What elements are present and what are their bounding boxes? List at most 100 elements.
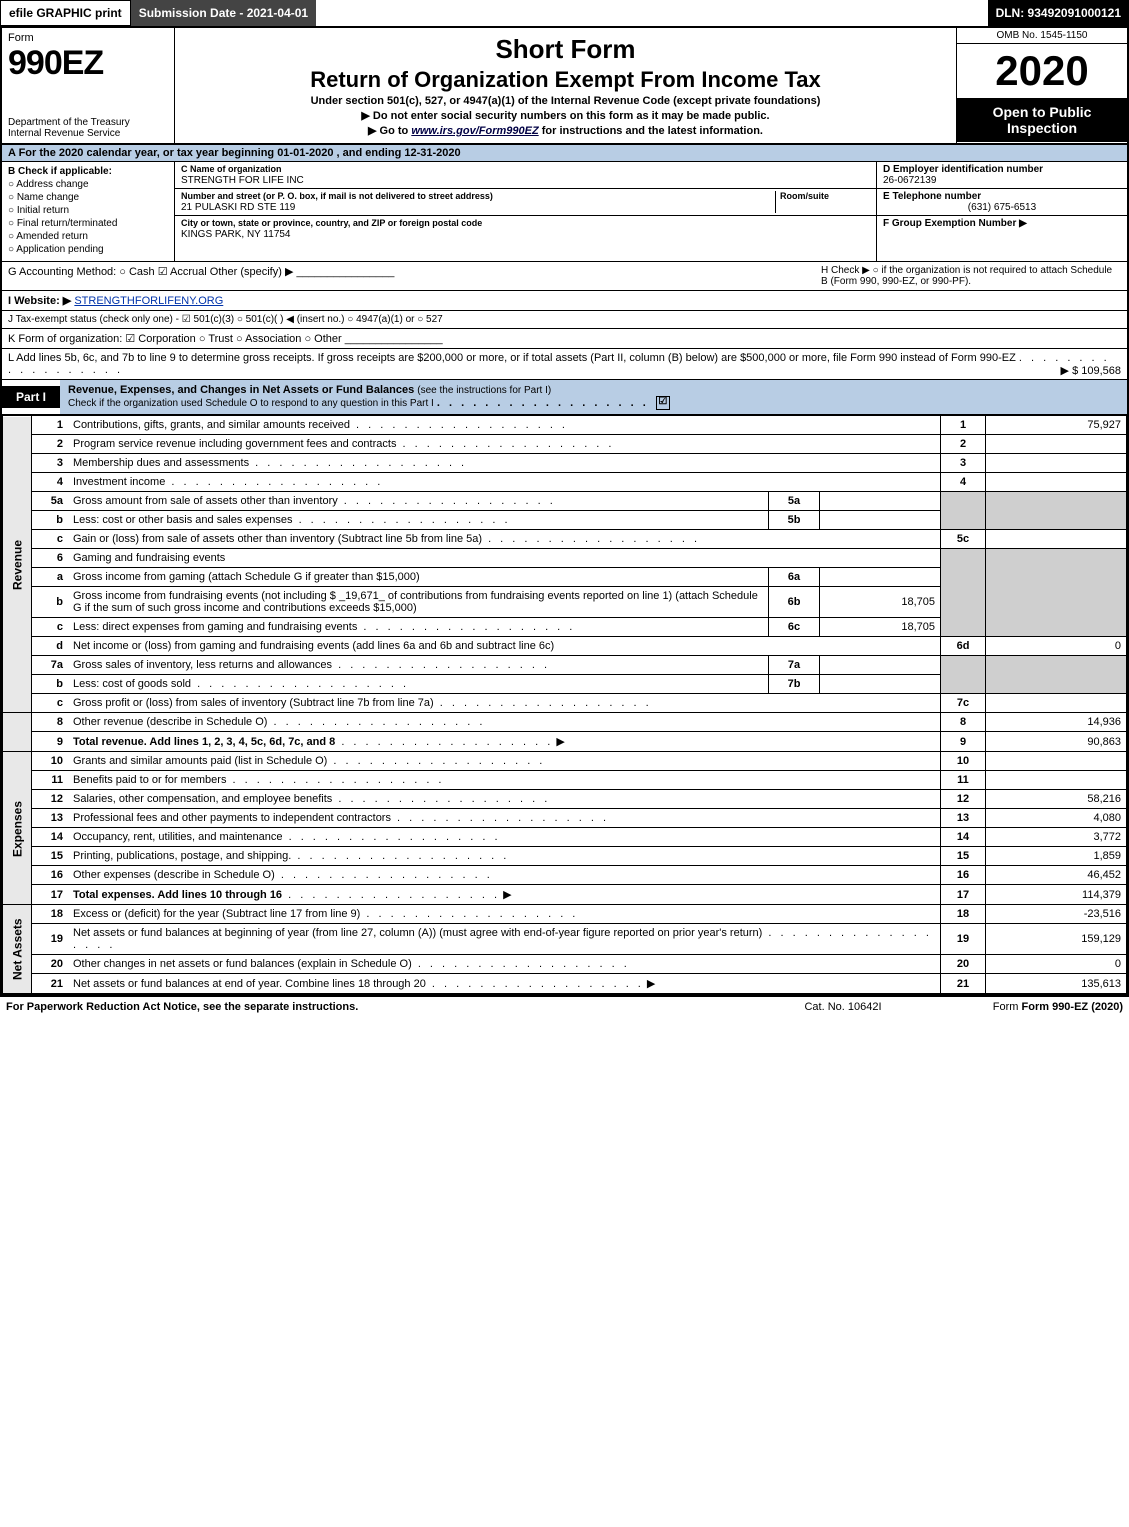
irs-link[interactable]: www.irs.gov/Form990EZ — [411, 125, 538, 137]
line-21-amt: 135,613 — [986, 974, 1127, 994]
tax-year: 2020 — [957, 44, 1127, 98]
chk-final[interactable]: Final return/terminated — [8, 218, 168, 229]
line-7a-desc: Gross sales of inventory, less returns a… — [68, 656, 769, 675]
footer-form: Form 990-EZ (2020) — [1022, 1001, 1123, 1013]
line-5a-num: 5a — [32, 492, 69, 511]
row-l: L Add lines 5b, 6c, and 7b to line 9 to … — [2, 349, 1127, 380]
line-8-col: 8 — [941, 713, 986, 732]
open-public: Open to Public Inspection — [957, 98, 1127, 142]
website-link[interactable]: STRENGTHFORLIFENY.ORG — [74, 295, 223, 307]
line-7b-sv — [820, 675, 941, 694]
line-17-desc: Total expenses. Add lines 10 through 16 … — [68, 885, 941, 905]
form-container: Form 990EZ Department of the Treasury In… — [0, 26, 1129, 996]
line-1-col: 1 — [941, 416, 986, 435]
line-15-col: 15 — [941, 847, 986, 866]
line-5a-sc: 5a — [769, 492, 820, 511]
chk-address[interactable]: Address change — [8, 179, 168, 190]
chk-initial[interactable]: Initial return — [8, 205, 168, 216]
line-10-num: 10 — [32, 752, 69, 771]
shade-5b — [986, 492, 1127, 530]
footer: For Paperwork Reduction Act Notice, see … — [0, 996, 1129, 1017]
row-k: K Form of organization: ☑ Corporation ○ … — [2, 329, 1127, 349]
chk-amended[interactable]: Amended return — [8, 231, 168, 242]
line-6b-num: b — [32, 587, 69, 618]
line-6c-num: c — [32, 618, 69, 637]
line-2-amt — [986, 435, 1127, 454]
line-7a-num: 7a — [32, 656, 69, 675]
line-5c-num: c — [32, 530, 69, 549]
line-9-num: 9 — [32, 732, 69, 752]
line-7c-amt — [986, 694, 1127, 713]
line-7b-num: b — [32, 675, 69, 694]
line-21-num: 21 — [32, 974, 69, 994]
line-6c-sv: 18,705 — [820, 618, 941, 637]
line-7a-sv — [820, 656, 941, 675]
line-10-col: 10 — [941, 752, 986, 771]
shade-7 — [941, 656, 986, 694]
line-4-num: 4 — [32, 473, 69, 492]
line-6b-sc: 6b — [769, 587, 820, 618]
row-l-text: L Add lines 5b, 6c, and 7b to line 9 to … — [8, 352, 1016, 364]
part1-sub: (see the instructions for Part I) — [417, 385, 551, 396]
middle-rows: G Accounting Method: ○ Cash ☑ Accrual Ot… — [2, 262, 1127, 380]
subtitle-section: Under section 501(c), 527, or 4947(a)(1)… — [183, 95, 948, 107]
line-19-col: 19 — [941, 924, 986, 955]
line-2-desc: Program service revenue including govern… — [68, 435, 941, 454]
header-left: Form 990EZ Department of the Treasury In… — [2, 28, 175, 143]
top-bar: efile GRAPHIC print Submission Date - 20… — [0, 0, 1129, 26]
line-5b-sv — [820, 511, 941, 530]
org-name: STRENGTH FOR LIFE INC — [181, 175, 304, 186]
footer-mid: Cat. No. 10642I — [763, 1001, 923, 1013]
line-17-col: 17 — [941, 885, 986, 905]
title-return: Return of Organization Exempt From Incom… — [183, 67, 948, 93]
line-5c-desc: Gain or (loss) from sale of assets other… — [68, 530, 941, 549]
addr-cell: Number and street (or P. O. box, if mail… — [175, 189, 876, 216]
chk-pending[interactable]: Application pending — [8, 244, 168, 255]
schedule-o-checkbox[interactable]: ☑ — [656, 396, 670, 410]
dept-line1: Department of the Treasury — [8, 117, 130, 128]
row-l-amount: ▶ $ 109,568 — [1061, 364, 1121, 377]
line-6b-desc: Gross income from fundraising events (no… — [68, 587, 769, 618]
line-15-amt: 1,859 — [986, 847, 1127, 866]
footer-right: Form Form 990-EZ (2020) — [923, 1001, 1123, 1013]
line-1-amt: 75,927 — [986, 416, 1127, 435]
line-9-amt: 90,863 — [986, 732, 1127, 752]
efile-label[interactable]: efile GRAPHIC print — [0, 0, 131, 26]
line-7c-col: 7c — [941, 694, 986, 713]
header-right: OMB No. 1545-1150 2020 Open to Public In… — [956, 28, 1127, 143]
line-6a-sc: 6a — [769, 568, 820, 587]
org-city: KINGS PARK, NY 11754 — [181, 229, 291, 240]
line-9-desc: Total revenue. Add lines 1, 2, 3, 4, 5c,… — [68, 732, 941, 752]
chk-name[interactable]: Name change — [8, 192, 168, 203]
line-20-desc: Other changes in net assets or fund bala… — [68, 955, 941, 974]
label-c: C Name of organization — [181, 164, 282, 174]
form-word: Form — [8, 32, 168, 44]
label-d: D Employer identification number — [883, 164, 1043, 175]
shade-6b — [986, 549, 1127, 637]
shade-7b — [986, 656, 1127, 694]
line-18-num: 18 — [32, 905, 69, 924]
line-2-num: 2 — [32, 435, 69, 454]
ein: 26-0672139 — [883, 175, 936, 186]
line-11-desc: Benefits paid to or for members — [68, 771, 941, 790]
line-4-col: 4 — [941, 473, 986, 492]
line-10-amt — [986, 752, 1127, 771]
row-i-label: I Website: ▶ — [8, 295, 71, 307]
part1-tab: Part I — [2, 386, 60, 408]
sidetab-expenses: Expenses — [3, 752, 32, 905]
line-3-num: 3 — [32, 454, 69, 473]
org-addr: 21 PULASKI RD STE 119 — [181, 202, 295, 213]
box-d: D Employer identification number 26-0672… — [877, 162, 1127, 189]
title-short-form: Short Form — [183, 34, 948, 65]
line-9-col: 9 — [941, 732, 986, 752]
line-14-desc: Occupancy, rent, utilities, and maintena… — [68, 828, 941, 847]
line-5b-desc: Less: cost or other basis and sales expe… — [68, 511, 769, 530]
line-3-amt — [986, 454, 1127, 473]
line-6d-num: d — [32, 637, 69, 656]
line-16-col: 16 — [941, 866, 986, 885]
line-21-desc: Net assets or fund balances at end of ye… — [68, 974, 941, 994]
box-e: E Telephone number (631) 675-6513 — [877, 189, 1127, 216]
form-header: Form 990EZ Department of the Treasury In… — [2, 28, 1127, 145]
note-ssn: ▶ Do not enter social security numbers o… — [183, 109, 948, 122]
shade-6 — [941, 549, 986, 637]
